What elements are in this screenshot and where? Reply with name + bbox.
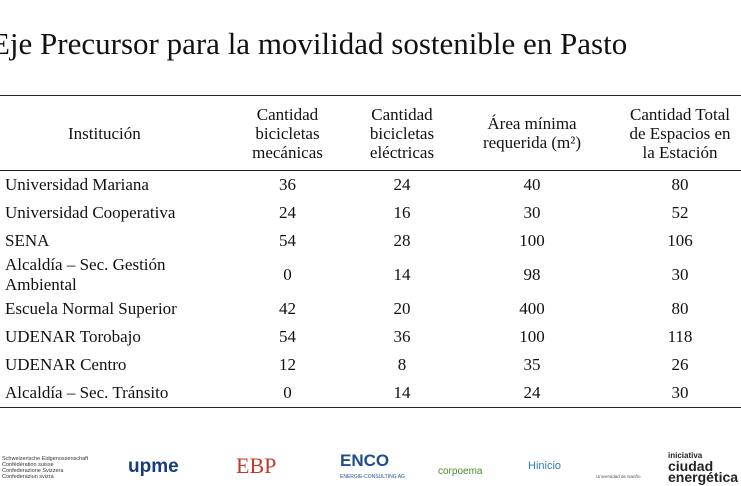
number-cell: 24 — [523, 383, 541, 402]
table-body: Universidad Mariana 36 24 40 80 Universidad C… — [0, 171, 741, 408]
header-row: Institución Cantidad bicicletas mecánicas Ca… — [0, 95, 741, 171]
logo-text: Confédération suisse — [2, 462, 54, 468]
institution-cell: UDENAR Centro — [5, 355, 127, 374]
number-cell: 0 — [283, 383, 292, 402]
number-cell: 52 — [671, 203, 689, 222]
number-cell: 100 — [519, 231, 545, 250]
institution-cell: Universidad Mariana — [5, 175, 149, 194]
number-cell: 12 — [279, 355, 296, 374]
logo: Schweizerische Eidgenossenschaft Confédér… — [2, 456, 88, 480]
header-line: Área mínima — [487, 114, 577, 133]
number-cell: 30 — [523, 203, 541, 222]
column-header: Cantidad bicicletas eléctricas — [335, 96, 469, 171]
number-cell: 14 — [393, 265, 411, 284]
header-line: Cantidad — [256, 104, 319, 124]
number-cell: 54 — [279, 231, 296, 250]
logo: Hinicio — [528, 460, 561, 473]
column-header: Área mínima requerida (m²) — [469, 96, 595, 171]
logo: Universidad de Nariño — [596, 474, 641, 481]
logo-text: ENERGIE-CONSULTING AG — [340, 474, 405, 480]
logo-text: Universidad de Nariño — [596, 474, 641, 479]
logo-text: corpoema — [438, 466, 483, 477]
number-cell: 8 — [397, 355, 407, 374]
logo-strip: Schweizerische Eidgenossenschaft Confédér… — [0, 450, 741, 486]
number-cell: 30 — [671, 383, 689, 402]
header-line: de Espacios en — [629, 123, 731, 143]
logo-text: EBP — [236, 453, 277, 478]
logo-text: iniciativa — [668, 451, 703, 460]
number-cell: 42 — [279, 299, 296, 318]
header-line: la Estación — [642, 142, 718, 162]
number-cell: 20 — [393, 299, 411, 318]
institution-cell: UDENAR Torobajo — [5, 327, 141, 346]
table-row: Alcaldía – Sec. Tránsito 0 14 24 30 — [0, 379, 741, 408]
number-cell: 24 — [393, 175, 411, 194]
number-cell: 118 — [667, 327, 693, 346]
logo: ENCO ENERGIE-CONSULTING AG — [340, 451, 405, 485]
logo-text: ciudad — [668, 458, 714, 474]
number-cell: 80 — [671, 175, 689, 194]
institution-cell: Alcaldía – Sec. Gestión Ambiental — [5, 255, 166, 294]
institution-cell: Alcaldía – Sec. Tránsito — [5, 383, 169, 402]
table-row: UDENAR Torobajo 54 36 100 118 — [0, 323, 741, 351]
table-row: Universidad Mariana 36 24 40 80 — [0, 171, 741, 200]
number-cell: 28 — [393, 231, 411, 250]
number-cell: 36 — [393, 327, 411, 346]
slide-title: Eje Precursor para la movilidad sostenib… — [0, 26, 628, 61]
number-cell: 30 — [671, 265, 689, 284]
number-cell: 0 — [283, 265, 292, 284]
number-cell: 35 — [523, 355, 541, 374]
number-cell: 26 — [671, 355, 689, 374]
number-cell: 80 — [671, 299, 689, 318]
logo-text: Confederazione Svizzera — [2, 468, 64, 474]
number-cell: 14 — [393, 383, 411, 402]
number-cell: 40 — [523, 175, 541, 194]
table-row: SENA 54 28 100 106 — [0, 227, 741, 255]
column-header: Institución — [0, 96, 240, 171]
logo-text: Hinicio — [528, 460, 562, 472]
header-line: mecánicas — [252, 142, 323, 162]
table-row: Escuela Normal Superior 42 20 400 80 — [0, 295, 741, 323]
logo-text: Schweizerische Eidgenossenschaft — [2, 456, 89, 462]
table-row: UDENAR Centro 12 8 35 26 — [0, 351, 741, 379]
number-cell: 106 — [667, 231, 693, 250]
logo: corpoema — [438, 466, 482, 478]
institution-cell: SENA — [5, 231, 50, 250]
header-line: Cantidad Total — [629, 104, 730, 124]
header-line: Cantidad — [371, 104, 433, 124]
number-cell: 98 — [523, 265, 541, 284]
data-table: Institución Cantidad bicicletas mecánicas Ca… — [0, 95, 741, 408]
header-line: bicicletas — [255, 123, 320, 143]
table-row: Alcaldía – Sec. Gestión Ambiental 0 14 98 30 — [0, 255, 741, 295]
logo-text: ENCO — [340, 451, 390, 470]
logo-text: upme — [128, 456, 179, 477]
number-cell: 54 — [279, 327, 296, 346]
logo: iniciativa ciudad energética — [668, 450, 739, 485]
logo-text: energética — [668, 469, 739, 485]
table-row: Universidad Cooperativa 24 16 30 52 — [0, 199, 741, 227]
header-line: eléctricas — [369, 142, 435, 162]
logo: EBP — [236, 454, 276, 478]
header-line: Institución — [68, 123, 141, 143]
header-line: requerida (m²) — [482, 133, 582, 152]
number-cell: 24 — [279, 203, 296, 222]
header-line: bicicletas — [369, 123, 435, 143]
column-header: Cantidad Total de Espacios en la Estación — [595, 96, 741, 171]
number-cell: 400 — [519, 299, 545, 318]
institution-cell: Escuela Normal Superior — [5, 299, 177, 318]
logo: upme — [128, 456, 179, 477]
column-header: Cantidad bicicletas mecánicas — [240, 96, 335, 171]
logo-text: Confederaziun svizra — [2, 474, 54, 480]
institution-cell: Universidad Cooperativa — [5, 203, 176, 222]
number-cell: 16 — [393, 203, 411, 222]
number-cell: 100 — [519, 327, 545, 346]
number-cell: 36 — [279, 175, 296, 194]
